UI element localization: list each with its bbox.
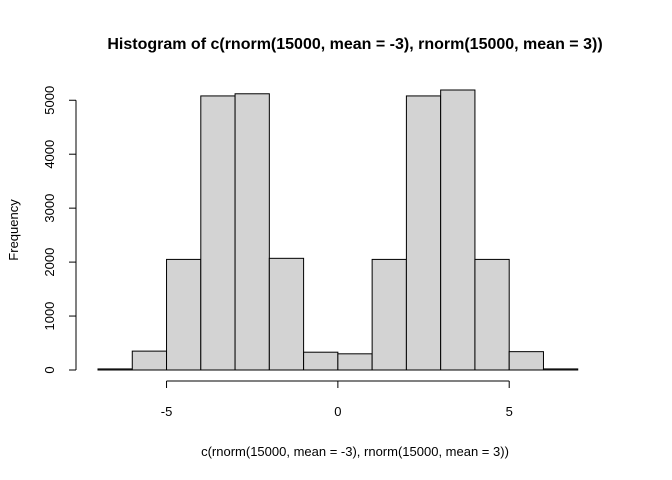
y-tick-label-4: 4000	[42, 140, 57, 169]
histogram-bar-4	[234, 93, 270, 371]
histogram-bar-13	[542, 368, 579, 371]
histogram-bar-1	[131, 350, 168, 371]
histogram-bars	[97, 89, 579, 371]
y-axis: 0 1000 2000 3000 4000 5000	[42, 86, 77, 374]
y-tick-label-1: 1000	[42, 302, 57, 331]
histogram-bar-5	[268, 257, 305, 371]
histogram-bar-2	[166, 258, 202, 371]
y-tick-label-3: 3000	[42, 194, 57, 223]
histogram-bar-0	[97, 368, 133, 371]
histogram-bar-6	[303, 351, 339, 371]
y-tick-label-2: 2000	[42, 248, 57, 277]
x-axis-label: c(rnorm(15000, mean = -3), rnorm(15000, …	[201, 444, 509, 459]
x-tick-label-2: 5	[506, 404, 513, 419]
x-tick-label-0: -5	[161, 404, 173, 419]
y-axis-label: Frequency	[6, 199, 21, 261]
histogram-bar-10	[440, 89, 476, 371]
y-tick-label-0: 0	[42, 366, 57, 373]
histogram-bar-12	[508, 351, 544, 371]
histogram-bar-8	[371, 258, 407, 371]
histogram-bar-9	[405, 95, 442, 371]
x-axis: -5 0 5	[161, 380, 513, 419]
histogram-bar-7	[337, 353, 373, 371]
y-tick-label-5: 5000	[42, 86, 57, 115]
histogram-bar-3	[200, 95, 236, 371]
x-tick-label-1: 0	[334, 404, 341, 419]
chart-title: Histogram of c(rnorm(15000, mean = -3), …	[107, 36, 602, 53]
histogram-bar-11	[474, 258, 510, 371]
